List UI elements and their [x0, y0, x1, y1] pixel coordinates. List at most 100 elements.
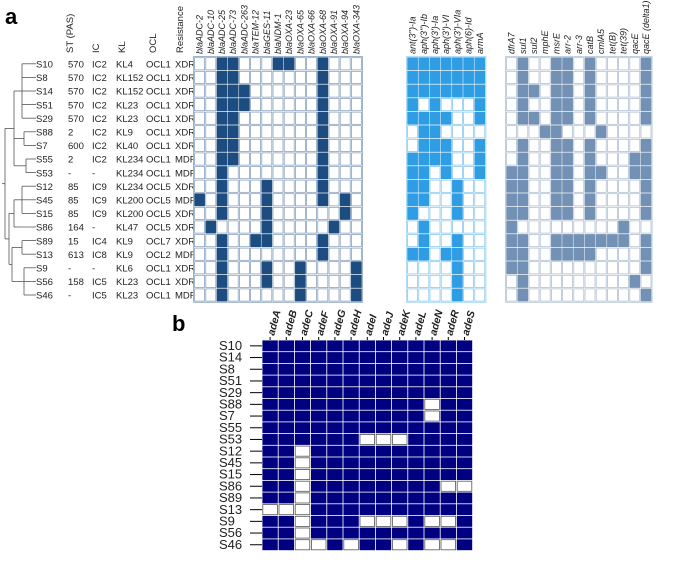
gene-present-cell [317, 138, 329, 152]
ade-present-cell [343, 375, 359, 387]
gene-present-cell [584, 70, 596, 84]
gene-absent-cell [283, 261, 295, 275]
gene-absent-cell [429, 234, 441, 248]
gene-absent-cell [261, 138, 273, 152]
ade-present-cell [440, 457, 457, 469]
gene-present-cell [629, 166, 641, 180]
ic-value: IC9 [92, 196, 107, 207]
gene-present-cell [528, 84, 540, 98]
gene-absent-cell [205, 261, 217, 275]
ade-present-cell [375, 469, 392, 481]
gene-absent-cell [205, 125, 217, 139]
st-value: 570 [68, 87, 84, 98]
gene-absent-cell [595, 179, 607, 193]
gene-absent-cell [328, 98, 340, 112]
gene-absent-cell [463, 274, 474, 288]
gene-absent-cell [440, 261, 452, 275]
gene-absent-cell [205, 57, 217, 71]
ade-present-cell [278, 398, 295, 410]
gene-present-cell [562, 179, 573, 193]
gene-present-cell [429, 70, 441, 84]
gene-absent-cell [463, 166, 474, 180]
gene-present-cell [562, 70, 573, 84]
gene-header: ant(3'')-Ia [408, 17, 418, 54]
ade-present-cell [440, 375, 457, 387]
gene-absent-cell [407, 274, 418, 288]
ade-present-cell [456, 375, 473, 387]
ade-present-cell [343, 363, 359, 375]
gene-absent-cell [339, 261, 351, 275]
ade-present-cell [391, 504, 408, 516]
ade-present-cell [343, 398, 359, 410]
ade-present-cell [359, 375, 376, 387]
ade-present-cell [343, 410, 359, 422]
gene-absent-cell [283, 84, 295, 98]
gene-absent-cell [227, 179, 239, 193]
ade-present-cell [327, 480, 343, 492]
gene-present-cell [418, 179, 430, 193]
gene-present-cell [440, 111, 452, 125]
ade-absent-cell [440, 515, 457, 527]
gene-absent-cell [607, 57, 618, 71]
gene-absent-cell [429, 206, 441, 220]
ade-present-cell [359, 527, 376, 539]
gene-absent-cell [306, 57, 317, 71]
ade-present-cell [456, 398, 473, 410]
gene-absent-cell [607, 70, 618, 84]
gene-absent-cell [440, 234, 452, 248]
ade-absent-cell [424, 515, 440, 527]
gene-present-cell [517, 152, 529, 166]
gene-absent-cell [452, 220, 463, 234]
ic-value: IC2 [92, 141, 107, 152]
gene-header: armA [475, 32, 485, 54]
gene-absent-cell [306, 152, 317, 166]
ade-present-cell [440, 340, 457, 352]
ade-present-cell [408, 539, 424, 551]
gene-absent-cell [429, 261, 441, 275]
gene-absent-cell [595, 57, 607, 71]
gene-absent-cell [528, 274, 540, 288]
ic-value: IC4 [92, 236, 107, 247]
gene-present-cell [407, 166, 418, 180]
gene-absent-cell [328, 179, 340, 193]
ade-present-cell [359, 422, 376, 434]
gene-present-cell [640, 84, 652, 98]
gene-present-cell [551, 247, 562, 261]
ade-strain-label: S45 [219, 455, 242, 470]
gene-absent-cell [227, 247, 239, 261]
gene-present-cell [474, 98, 486, 112]
ade-present-cell [424, 445, 440, 457]
gene-present-cell [474, 84, 486, 98]
gene-present-cell [584, 247, 596, 261]
gene-absent-cell [506, 57, 517, 71]
phylogenetic-tree [2, 63, 36, 296]
gene-absent-cell [351, 84, 362, 98]
ade-present-cell [262, 375, 278, 387]
gene-present-cell [506, 166, 517, 180]
ic-value: - [92, 168, 95, 179]
resistance-value: XDR [175, 114, 195, 125]
gene-header: blaOXA-65 [295, 9, 305, 54]
gene-header: arr-3 [574, 35, 584, 54]
gene-absent-cell [573, 274, 585, 288]
gene-present-cell [551, 179, 562, 193]
gene-absent-cell [452, 166, 463, 180]
kl-value: KL234 [116, 182, 143, 193]
kl-value: KL234 [116, 168, 143, 179]
gene-present-cell [506, 234, 517, 248]
st-value: 570 [68, 100, 84, 111]
ade-present-cell [456, 422, 473, 434]
gene-absent-cell [194, 220, 205, 234]
gene-present-cell [418, 193, 430, 207]
gene-absent-cell [562, 288, 573, 302]
gene-absent-cell [584, 274, 596, 288]
gene-absent-cell [595, 261, 607, 275]
gene-absent-cell [418, 261, 430, 275]
gene-present-cell [216, 111, 228, 125]
gene-absent-cell [339, 138, 351, 152]
ade-present-cell [262, 363, 278, 375]
gene-absent-cell [227, 234, 239, 248]
ade-present-cell [440, 433, 457, 445]
ade-present-cell [408, 527, 424, 539]
gene-absent-cell [528, 152, 540, 166]
